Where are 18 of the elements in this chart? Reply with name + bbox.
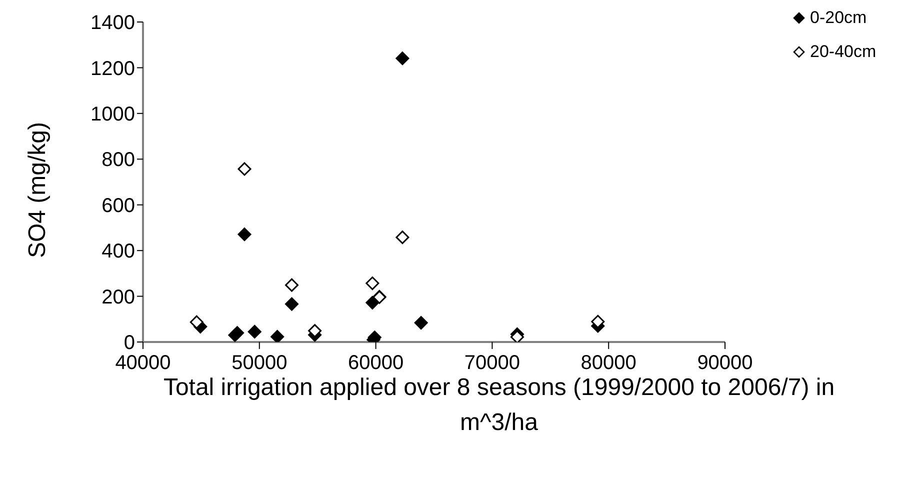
y-tick-label: 1200: [90, 58, 135, 80]
legend-label: 0-20cm: [810, 8, 867, 28]
x-tick-label: 90000: [697, 352, 753, 374]
x-tick-label: 70000: [464, 352, 520, 374]
y-tick-label: 800: [102, 149, 135, 172]
x-tick-label: 40000: [115, 352, 171, 374]
y-tick-label: 400: [102, 240, 135, 263]
y-axis-title: SO4 (mg/kg): [24, 122, 52, 258]
x-tick-label: 60000: [348, 352, 404, 374]
y-tick-label: 1400: [90, 12, 135, 34]
y-tick-label: 600: [102, 194, 135, 217]
x-tick-label: 50000: [232, 352, 288, 374]
x-axis-title: Total irrigation applied over 8 seasons (1999/2000 to 2006/7) in m^3/ha: [162, 373, 836, 438]
y-tick-label: 200: [102, 286, 135, 308]
y-tick-label: 1000: [90, 104, 135, 126]
x-tick-label: 80000: [580, 352, 636, 374]
legend-label: 20-40cm: [810, 42, 876, 62]
y-tick-label: 0: [124, 332, 135, 354]
